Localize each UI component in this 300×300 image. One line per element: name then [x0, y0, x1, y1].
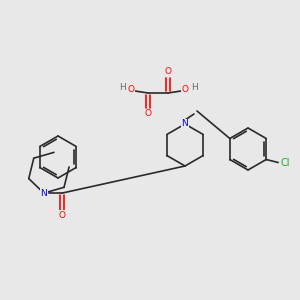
Text: O: O [128, 85, 134, 94]
Text: O: O [58, 211, 65, 220]
Text: O: O [182, 85, 188, 94]
Text: N: N [182, 119, 188, 128]
Text: O: O [164, 68, 172, 76]
Text: H: H [118, 83, 125, 92]
Text: H: H [190, 83, 197, 92]
Text: O: O [145, 110, 152, 118]
Text: N: N [40, 189, 47, 198]
Text: Cl: Cl [280, 158, 290, 169]
